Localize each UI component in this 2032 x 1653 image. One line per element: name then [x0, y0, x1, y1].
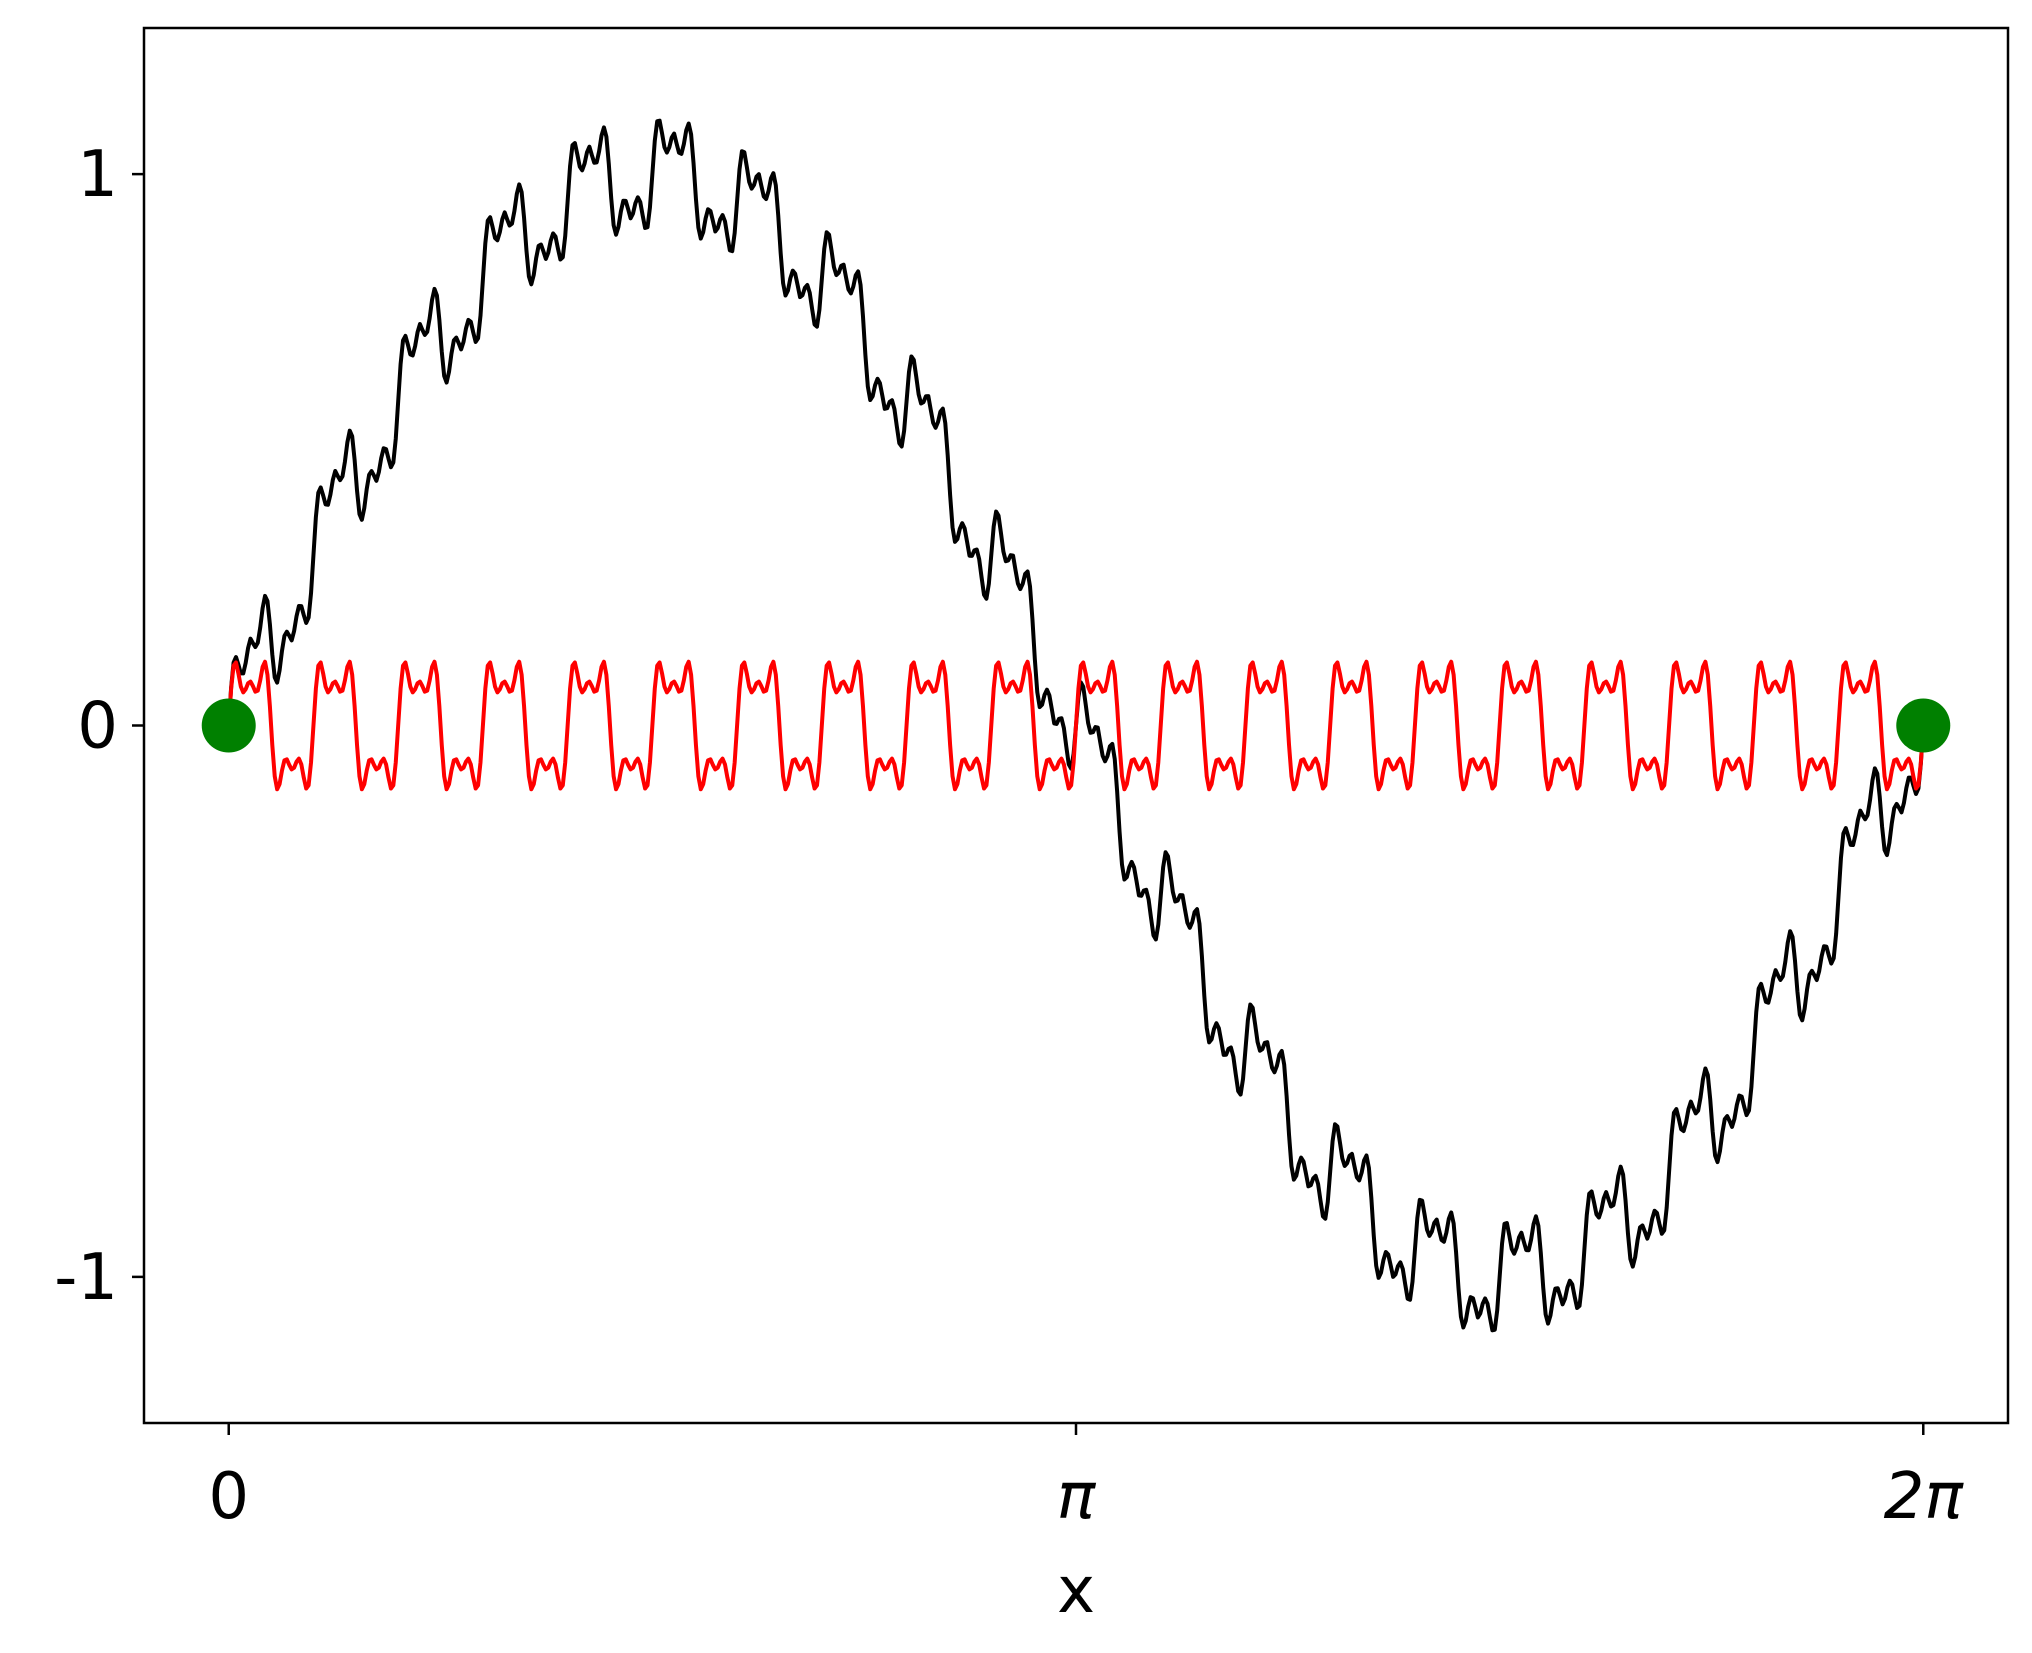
y-tick-label-1: 1: [77, 138, 118, 212]
series-line-2: [226, 659, 1926, 792]
x-axis: 0 π 2π: [208, 1423, 1964, 1534]
x-tick-label-1: 0: [208, 1460, 249, 1534]
y-axis: 1 0 -1: [54, 138, 144, 1315]
y-tick-label-3: -1: [54, 1241, 118, 1315]
x-tick-label-3: 2π: [1884, 1460, 1965, 1534]
series-layer: [226, 118, 1926, 1333]
marker-layer: [201, 698, 1951, 753]
x-axis-label: x: [1057, 1554, 1095, 1628]
x-tick-label-2: π: [1057, 1460, 1097, 1534]
endpoint-marker-2: [1896, 698, 1951, 753]
endpoint-marker-1: [201, 698, 256, 753]
y-tick-label-2: 0: [77, 690, 118, 764]
